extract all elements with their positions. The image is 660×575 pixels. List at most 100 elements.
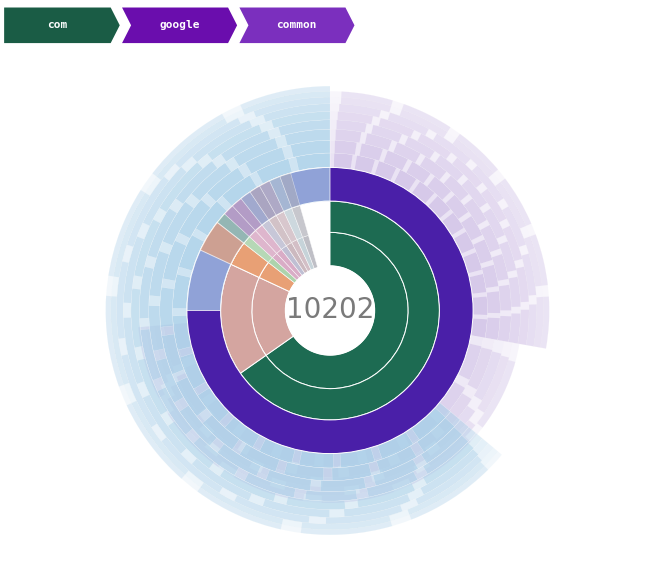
Wedge shape	[330, 104, 537, 346]
Wedge shape	[157, 387, 193, 435]
Wedge shape	[461, 216, 482, 240]
Wedge shape	[371, 125, 402, 143]
Wedge shape	[322, 473, 373, 487]
Wedge shape	[364, 438, 401, 462]
Wedge shape	[139, 120, 476, 501]
Wedge shape	[416, 456, 482, 505]
Wedge shape	[187, 167, 330, 310]
Wedge shape	[483, 208, 505, 239]
Wedge shape	[330, 120, 521, 344]
Wedge shape	[446, 194, 469, 219]
Polygon shape	[121, 7, 238, 44]
Wedge shape	[154, 325, 174, 375]
Wedge shape	[473, 296, 488, 315]
Wedge shape	[373, 459, 418, 486]
Wedge shape	[461, 179, 487, 208]
Wedge shape	[207, 125, 262, 160]
Wedge shape	[330, 140, 500, 340]
Wedge shape	[146, 326, 168, 385]
Wedge shape	[253, 97, 330, 117]
Wedge shape	[162, 334, 184, 374]
Wedge shape	[162, 202, 194, 246]
Wedge shape	[256, 159, 292, 184]
Wedge shape	[217, 444, 261, 476]
Wedge shape	[168, 421, 215, 469]
Wedge shape	[185, 363, 213, 399]
Wedge shape	[383, 150, 408, 171]
Wedge shape	[477, 355, 509, 413]
Wedge shape	[197, 388, 229, 422]
Text: common: common	[277, 20, 317, 30]
Wedge shape	[335, 129, 362, 143]
Wedge shape	[217, 214, 249, 243]
Wedge shape	[146, 326, 512, 496]
Wedge shape	[255, 225, 281, 254]
Wedge shape	[127, 177, 169, 247]
Wedge shape	[499, 241, 516, 272]
Wedge shape	[305, 490, 357, 501]
Polygon shape	[3, 7, 121, 44]
Wedge shape	[242, 91, 330, 115]
Wedge shape	[409, 466, 488, 520]
Wedge shape	[321, 485, 394, 503]
Wedge shape	[330, 97, 544, 347]
Wedge shape	[139, 327, 165, 398]
Wedge shape	[123, 104, 488, 518]
Wedge shape	[131, 401, 189, 475]
Wedge shape	[394, 170, 416, 191]
Wedge shape	[139, 327, 519, 503]
Wedge shape	[163, 240, 186, 281]
Wedge shape	[164, 324, 183, 367]
Wedge shape	[156, 358, 183, 403]
Wedge shape	[463, 252, 482, 274]
Wedge shape	[341, 97, 391, 112]
Wedge shape	[502, 206, 526, 247]
Wedge shape	[524, 236, 542, 286]
Wedge shape	[193, 437, 239, 476]
Wedge shape	[417, 418, 455, 453]
Wedge shape	[262, 220, 286, 250]
Wedge shape	[176, 377, 207, 416]
Wedge shape	[541, 297, 549, 348]
Wedge shape	[498, 285, 512, 310]
Wedge shape	[266, 232, 408, 389]
Wedge shape	[286, 496, 345, 509]
Wedge shape	[263, 499, 329, 518]
Wedge shape	[409, 437, 471, 485]
Wedge shape	[240, 201, 440, 420]
Wedge shape	[252, 278, 294, 355]
Wedge shape	[152, 114, 224, 177]
Wedge shape	[396, 431, 437, 462]
Wedge shape	[284, 129, 330, 145]
Wedge shape	[420, 449, 478, 494]
Wedge shape	[154, 325, 504, 487]
Wedge shape	[365, 133, 392, 151]
Wedge shape	[164, 324, 494, 478]
Wedge shape	[427, 177, 451, 200]
Wedge shape	[453, 231, 475, 254]
Wedge shape	[486, 291, 500, 313]
Wedge shape	[269, 177, 292, 212]
Wedge shape	[435, 155, 463, 181]
Wedge shape	[518, 309, 529, 345]
Wedge shape	[516, 267, 529, 302]
Wedge shape	[434, 406, 475, 448]
Wedge shape	[286, 243, 308, 274]
Wedge shape	[259, 181, 284, 215]
Wedge shape	[131, 289, 143, 348]
Wedge shape	[224, 206, 255, 236]
Wedge shape	[143, 394, 186, 454]
Wedge shape	[148, 306, 164, 351]
Wedge shape	[234, 138, 279, 166]
Wedge shape	[244, 473, 296, 498]
Wedge shape	[301, 521, 392, 535]
Wedge shape	[340, 447, 375, 467]
Wedge shape	[261, 464, 311, 486]
Wedge shape	[279, 446, 315, 466]
Wedge shape	[428, 196, 451, 218]
Wedge shape	[241, 192, 269, 225]
Wedge shape	[114, 193, 150, 277]
Wedge shape	[284, 482, 345, 496]
Wedge shape	[191, 458, 251, 501]
Wedge shape	[292, 205, 308, 237]
